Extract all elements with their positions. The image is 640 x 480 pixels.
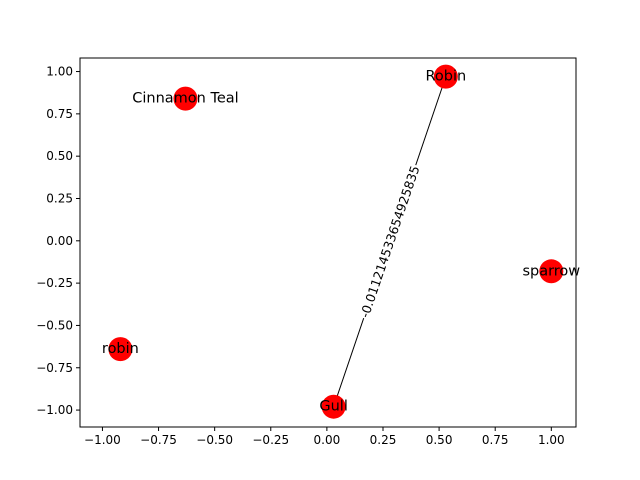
node-label-robin_lower: robin bbox=[102, 341, 139, 357]
x-axis: −1.00 −0.75 −0.50 −0.25 0.00 0.25 0.50 0.75 1.00 bbox=[84, 427, 565, 447]
x-tick-label: −0.75 bbox=[140, 433, 177, 447]
node-label-robin_upper: Robin bbox=[425, 69, 466, 85]
y-tick-label: 1.00 bbox=[46, 65, 73, 79]
x-tick-label: 0.75 bbox=[482, 433, 509, 447]
node-cinnamon_teal bbox=[173, 86, 198, 111]
y-tick-label: 0.75 bbox=[46, 107, 73, 121]
node-label-sparrow: sparrow bbox=[522, 263, 580, 279]
node-robin_upper bbox=[433, 64, 458, 89]
y-axis: 1.00 0.75 0.50 0.25 0.00 −0.25 −0.50 −0.75 −1.00 bbox=[36, 65, 80, 417]
x-tick-label: 0.50 bbox=[426, 433, 453, 447]
node-labels-layer: robin Cinnamon Teal Robin sparrow Gull bbox=[102, 69, 580, 415]
node-sparrow bbox=[539, 259, 564, 284]
node-robin_lower bbox=[108, 337, 133, 362]
x-tick-label: 0.25 bbox=[370, 433, 397, 447]
x-tick-label: 1.00 bbox=[538, 433, 565, 447]
y-tick-label: 0.50 bbox=[46, 149, 73, 163]
y-tick-label: −0.75 bbox=[36, 361, 73, 375]
y-tick-label: −1.00 bbox=[36, 403, 73, 417]
edge-label-background bbox=[355, 162, 424, 321]
y-tick-label: −0.50 bbox=[36, 318, 73, 332]
x-tick-label: 0.00 bbox=[314, 433, 341, 447]
node-gull bbox=[321, 394, 346, 419]
y-tick-label: 0.25 bbox=[46, 191, 73, 205]
x-tick-label: −1.00 bbox=[84, 433, 121, 447]
x-tick-label: −0.25 bbox=[252, 433, 289, 447]
x-tick-label: −0.50 bbox=[196, 433, 233, 447]
nodes-layer bbox=[108, 64, 564, 419]
y-tick-label: 0.00 bbox=[46, 234, 73, 248]
y-tick-label: −0.25 bbox=[36, 276, 73, 290]
plot-frame bbox=[79, 57, 577, 428]
node-label-cinnamon_teal: Cinnamon Teal bbox=[132, 91, 238, 107]
node-label-gull: Gull bbox=[319, 399, 347, 415]
